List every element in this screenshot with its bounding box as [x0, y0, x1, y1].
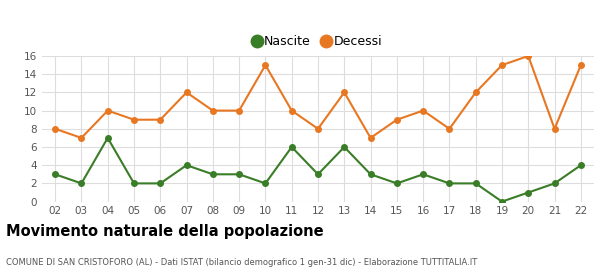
- Nascite: [367, 172, 374, 176]
- Nascite: [52, 172, 59, 176]
- Decessi: [472, 91, 479, 94]
- Text: Movimento naturale della popolazione: Movimento naturale della popolazione: [6, 224, 323, 239]
- Nascite: [288, 145, 295, 149]
- Nascite: [104, 136, 112, 140]
- Nascite: [341, 145, 348, 149]
- Nascite: [551, 182, 558, 185]
- Decessi: [52, 127, 59, 130]
- Decessi: [341, 91, 348, 94]
- Nascite: [577, 164, 584, 167]
- Nascite: [393, 182, 400, 185]
- Nascite: [314, 172, 322, 176]
- Nascite: [157, 182, 164, 185]
- Nascite: [524, 191, 532, 194]
- Decessi: [524, 54, 532, 58]
- Nascite: [130, 182, 137, 185]
- Decessi: [393, 118, 400, 122]
- Line: Nascite: Nascite: [52, 135, 584, 204]
- Decessi: [262, 64, 269, 67]
- Decessi: [577, 64, 584, 67]
- Legend: Nascite, Decessi: Nascite, Decessi: [249, 30, 387, 53]
- Decessi: [446, 127, 453, 130]
- Line: Decessi: Decessi: [52, 53, 584, 141]
- Decessi: [551, 127, 558, 130]
- Decessi: [130, 118, 137, 122]
- Nascite: [472, 182, 479, 185]
- Nascite: [78, 182, 85, 185]
- Decessi: [367, 136, 374, 140]
- Decessi: [314, 127, 322, 130]
- Decessi: [288, 109, 295, 112]
- Decessi: [183, 91, 190, 94]
- Decessi: [78, 136, 85, 140]
- Decessi: [104, 109, 112, 112]
- Nascite: [209, 172, 217, 176]
- Decessi: [499, 64, 506, 67]
- Nascite: [262, 182, 269, 185]
- Nascite: [419, 172, 427, 176]
- Nascite: [183, 164, 190, 167]
- Nascite: [446, 182, 453, 185]
- Nascite: [236, 172, 243, 176]
- Nascite: [499, 200, 506, 203]
- Text: COMUNE DI SAN CRISTOFORO (AL) - Dati ISTAT (bilancio demografico 1 gen-31 dic) -: COMUNE DI SAN CRISTOFORO (AL) - Dati IST…: [6, 258, 477, 267]
- Decessi: [236, 109, 243, 112]
- Decessi: [419, 109, 427, 112]
- Decessi: [209, 109, 217, 112]
- Decessi: [157, 118, 164, 122]
